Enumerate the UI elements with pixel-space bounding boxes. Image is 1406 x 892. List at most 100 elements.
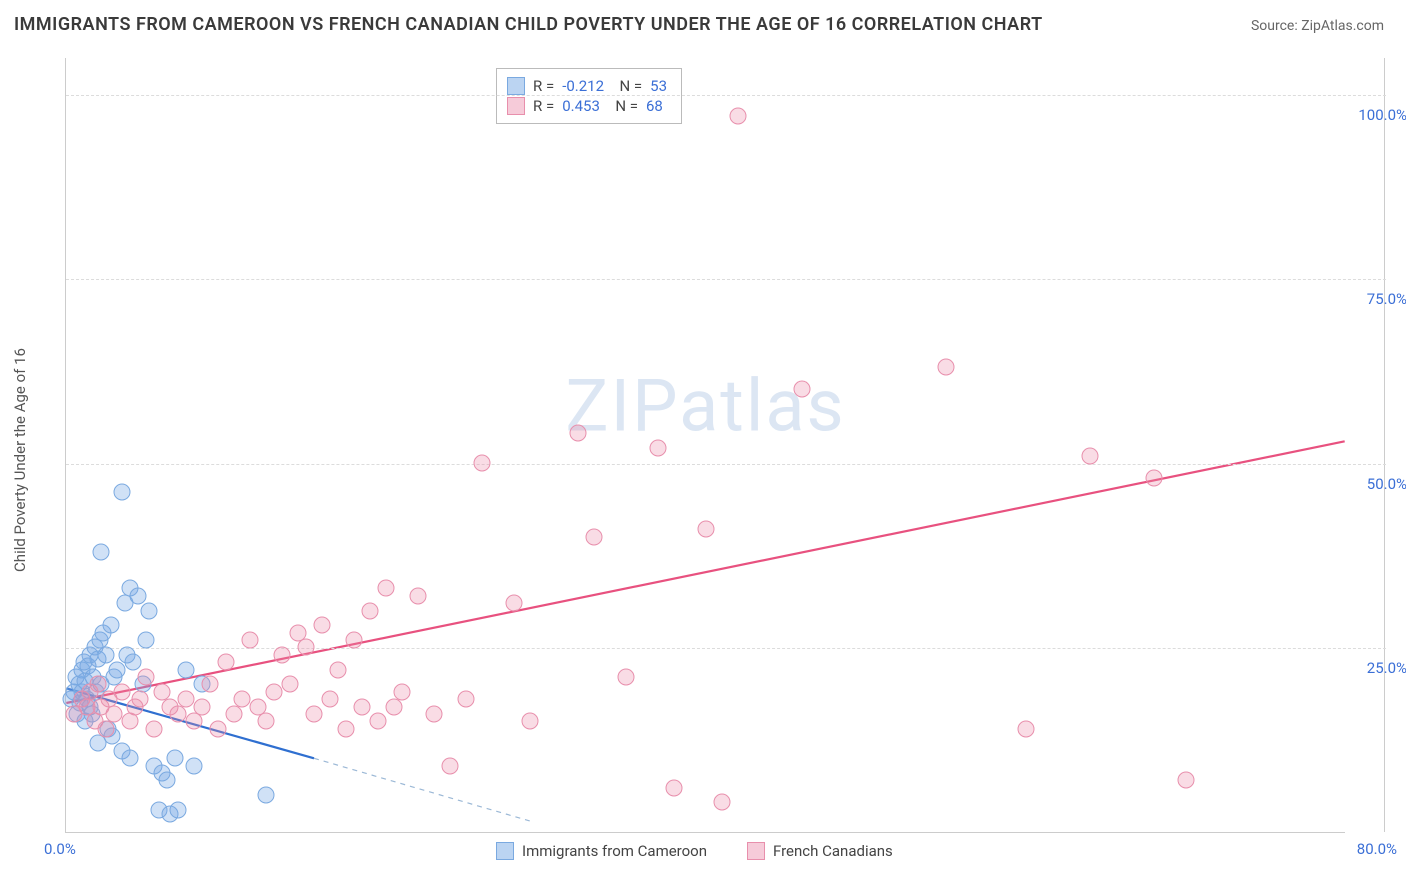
swatch-pink bbox=[507, 97, 525, 115]
swatch-pink bbox=[747, 842, 765, 860]
scatter-marker bbox=[106, 705, 123, 722]
scatter-marker bbox=[210, 720, 227, 737]
x-tick-label: 80.0% bbox=[1357, 840, 1397, 858]
scatter-marker bbox=[938, 359, 955, 376]
scatter-marker bbox=[394, 683, 411, 700]
scatter-marker bbox=[266, 683, 283, 700]
scatter-marker bbox=[354, 698, 371, 715]
scatter-marker bbox=[109, 661, 126, 678]
scatter-marker bbox=[141, 602, 158, 619]
scatter-marker bbox=[146, 720, 163, 737]
scatter-marker bbox=[522, 713, 539, 730]
scatter-marker bbox=[474, 454, 491, 471]
scatter-marker bbox=[226, 705, 243, 722]
scatter-marker bbox=[794, 381, 811, 398]
source-label: Source: bbox=[1251, 18, 1301, 34]
legend-item-blue: Immigrants from Cameroon bbox=[496, 842, 707, 860]
plot-area: ZIPatlas R = -0.212 N = 53 R = 0.453 N =… bbox=[65, 58, 1345, 833]
scatter-marker bbox=[458, 691, 475, 708]
scatter-marker bbox=[102, 617, 119, 634]
watermark: ZIPatlas bbox=[565, 364, 845, 449]
scatter-marker bbox=[98, 646, 115, 663]
scatter-marker bbox=[178, 691, 195, 708]
gridline-h bbox=[66, 648, 1386, 649]
scatter-marker bbox=[186, 757, 203, 774]
scatter-marker bbox=[730, 108, 747, 125]
swatch-blue bbox=[507, 77, 525, 95]
scatter-marker bbox=[410, 587, 427, 604]
bottom-legend: Immigrants from Cameroon French Canadian… bbox=[496, 842, 893, 860]
scatter-marker bbox=[282, 676, 299, 693]
scatter-marker bbox=[322, 691, 339, 708]
scatter-marker bbox=[242, 632, 259, 649]
scatter-marker bbox=[338, 720, 355, 737]
scatter-marker bbox=[386, 698, 403, 715]
swatch-blue bbox=[496, 842, 514, 860]
scatter-marker bbox=[130, 587, 147, 604]
scatter-marker bbox=[125, 654, 142, 671]
scatter-marker bbox=[138, 632, 155, 649]
source-attribution: Source: ZipAtlas.com bbox=[1251, 18, 1384, 34]
scatter-marker bbox=[698, 521, 715, 538]
scatter-marker bbox=[346, 632, 363, 649]
scatter-marker bbox=[330, 661, 347, 678]
scatter-marker bbox=[202, 676, 219, 693]
gridline-h bbox=[66, 279, 1386, 280]
y-axis-label: Child Poverty Under the Age of 16 bbox=[11, 348, 29, 572]
scatter-marker bbox=[170, 705, 187, 722]
gridline-h bbox=[66, 95, 1386, 96]
scatter-marker bbox=[186, 713, 203, 730]
scatter-marker bbox=[194, 698, 211, 715]
scatter-marker bbox=[570, 425, 587, 442]
scatter-marker bbox=[158, 772, 175, 789]
scatter-marker bbox=[1018, 720, 1035, 737]
scatter-marker bbox=[170, 801, 187, 818]
scatter-marker bbox=[166, 750, 183, 767]
y-right-axis bbox=[1384, 58, 1385, 832]
gridline-h bbox=[66, 464, 1386, 465]
scatter-marker bbox=[114, 683, 131, 700]
n-label: N = bbox=[608, 97, 638, 115]
scatter-marker bbox=[370, 713, 387, 730]
stats-legend-box: R = -0.212 N = 53 R = 0.453 N = 68 bbox=[496, 68, 682, 124]
scatter-marker bbox=[90, 676, 107, 693]
legend-label-pink: French Canadians bbox=[773, 842, 893, 860]
scatter-marker bbox=[93, 543, 110, 560]
y-tick-label: 100.0% bbox=[1358, 106, 1406, 124]
scatter-marker bbox=[131, 691, 148, 708]
scatter-marker bbox=[298, 639, 315, 656]
r-value-pink: 0.453 bbox=[562, 97, 600, 115]
scatter-marker bbox=[442, 757, 459, 774]
scatter-marker bbox=[258, 787, 275, 804]
y-tick-label: 50.0% bbox=[1367, 475, 1406, 493]
scatter-marker bbox=[362, 602, 379, 619]
scatter-marker bbox=[650, 440, 667, 457]
scatter-marker bbox=[274, 646, 291, 663]
scatter-marker bbox=[666, 779, 683, 796]
r-label: R = bbox=[533, 97, 554, 115]
chart-title: IMMIGRANTS FROM CAMEROON VS FRENCH CANAD… bbox=[14, 14, 1043, 35]
scatter-marker bbox=[218, 654, 235, 671]
scatter-marker bbox=[1146, 469, 1163, 486]
x-tick-label: 0.0% bbox=[44, 840, 76, 858]
scatter-marker bbox=[98, 720, 115, 737]
y-tick-label: 75.0% bbox=[1367, 290, 1406, 308]
scatter-marker bbox=[506, 595, 523, 612]
n-value-blue: 53 bbox=[650, 77, 667, 95]
scatter-marker bbox=[314, 617, 331, 634]
stats-row-blue: R = -0.212 N = 53 bbox=[507, 77, 667, 95]
n-value-pink: 68 bbox=[646, 97, 663, 115]
scatter-marker bbox=[1178, 772, 1195, 789]
scatter-marker bbox=[306, 705, 323, 722]
scatter-marker bbox=[122, 750, 139, 767]
chart-container: Child Poverty Under the Age of 16 ZIPatl… bbox=[30, 50, 1390, 870]
scatter-marker bbox=[618, 669, 635, 686]
legend-label-blue: Immigrants from Cameroon bbox=[522, 842, 707, 860]
scatter-marker bbox=[258, 713, 275, 730]
scatter-marker bbox=[378, 580, 395, 597]
scatter-marker bbox=[114, 484, 131, 501]
r-value-blue: -0.212 bbox=[562, 77, 604, 95]
scatter-marker bbox=[426, 705, 443, 722]
stats-row-pink: R = 0.453 N = 68 bbox=[507, 97, 667, 115]
scatter-marker bbox=[1082, 447, 1099, 464]
